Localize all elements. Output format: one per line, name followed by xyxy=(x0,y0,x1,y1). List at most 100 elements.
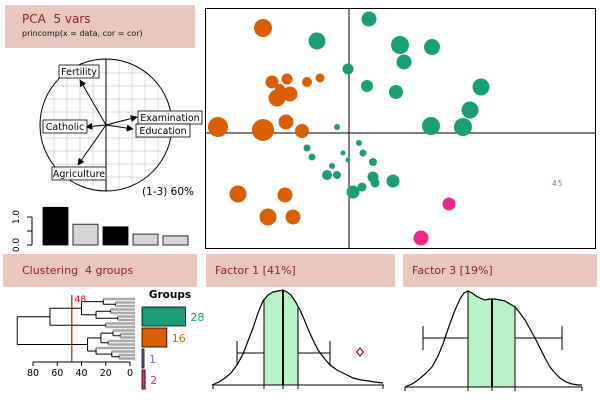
scatter-point-teal xyxy=(345,157,351,163)
factor1-panel-header: Factor 1 [41%] xyxy=(206,254,395,287)
dendrogram-axis-tick-label: 20 xyxy=(100,368,112,379)
group-size-bar xyxy=(141,327,168,348)
scatter-point-magenta xyxy=(413,230,429,246)
variable-label-box xyxy=(135,123,191,138)
group-size-label: 2 xyxy=(150,374,157,387)
scatter-point-teal xyxy=(391,36,409,54)
loading-arrow xyxy=(77,124,107,166)
outlier-diamond xyxy=(355,347,365,357)
scatter-point-orange xyxy=(268,89,286,107)
scatter-point-orange xyxy=(229,185,247,203)
scatter-point-teal xyxy=(369,158,377,166)
dendrogram-axis-tick-label: 80 xyxy=(27,368,39,379)
dendrogram-axis-tick-label: 40 xyxy=(75,368,87,379)
factor3-title: Factor 3 [19%] xyxy=(412,264,493,277)
clustering-panel-header: Clustering 4 groups xyxy=(3,254,197,287)
scatter-point-teal xyxy=(454,118,472,136)
scatter-point-orange xyxy=(277,187,293,203)
scatter-point-orange xyxy=(302,77,312,87)
group-size-label: 16 xyxy=(172,332,186,345)
scree-axis-label: 0.0 xyxy=(12,238,22,253)
scatter-point-teal xyxy=(322,170,332,180)
scatter-point-orange xyxy=(265,75,279,89)
scree-bar xyxy=(162,235,189,246)
factor3-panel-header: Factor 3 [19%] xyxy=(403,254,597,287)
pca-title: PCA 5 vars xyxy=(22,12,91,26)
scatter-point-orange xyxy=(281,73,293,85)
scatter-point-teal xyxy=(308,32,326,50)
scatter-point-teal xyxy=(389,85,403,99)
factor1-title: Factor 1 [41%] xyxy=(215,264,296,277)
scatter-point-orange xyxy=(295,124,309,138)
group-size-label: 28 xyxy=(190,311,204,324)
scatter-point-teal xyxy=(424,39,440,55)
scatter-point-orange xyxy=(208,117,228,137)
density-curve xyxy=(211,289,384,386)
scatter-point-teal xyxy=(308,153,316,161)
scatter-point-orange xyxy=(252,119,274,141)
pca-scores-scatter: 45 xyxy=(205,8,596,249)
variable-label-box xyxy=(42,119,88,134)
scatter-point-orange xyxy=(282,86,298,102)
density-curve xyxy=(404,290,582,388)
scatter-point-teal xyxy=(303,144,311,152)
variable-label: Education xyxy=(139,126,186,137)
group-size-bar xyxy=(141,348,145,369)
group-size-bar xyxy=(141,369,146,390)
scree-plot: 0.0 1.0 xyxy=(12,206,189,253)
scatter-point-orange xyxy=(278,114,294,130)
loading-arrow xyxy=(105,124,134,132)
factor3-density-plot xyxy=(404,290,583,391)
variable-label: Agriculture xyxy=(53,169,105,180)
group-size-bar xyxy=(141,306,186,327)
scatter-point-teal xyxy=(340,150,346,156)
scatter-point-teal xyxy=(346,185,360,199)
variable-label-box xyxy=(58,64,100,79)
scatter-point-teal xyxy=(361,80,373,92)
variable-label: Catholic xyxy=(46,122,85,133)
factor1-density-plot xyxy=(211,289,384,389)
scatter-point-teal xyxy=(472,78,490,96)
groups-legend: Groups 28 16 1 2 xyxy=(141,289,204,390)
cut-height-label: 48 xyxy=(75,295,87,305)
variance-explained-label: (1-3) 60% xyxy=(142,186,194,198)
scree-bar xyxy=(132,233,159,246)
scatter-point-orange xyxy=(254,19,272,37)
loading-arrow xyxy=(105,115,138,126)
pca-call-text: princomp(x = data, cor = cor) xyxy=(22,29,143,38)
scatter-point-teal xyxy=(370,178,380,188)
dendrogram-axis-tick-label: 60 xyxy=(51,368,63,379)
loading-arrow xyxy=(79,79,107,126)
scatter-point-teal xyxy=(329,163,335,169)
scree-bar xyxy=(102,226,129,246)
pca-loadings-plot: Fertility Examination Education Catholic Agr… xyxy=(39,58,203,198)
loading-arrow xyxy=(85,122,107,130)
scatter-point-orange xyxy=(259,208,277,226)
scatter-point-orange xyxy=(315,73,325,83)
dendrogram-plot: 80 60 40 20 0 48 xyxy=(16,295,135,379)
scree-bar xyxy=(72,223,99,246)
scatter-point-teal xyxy=(422,117,440,135)
scree-bar xyxy=(42,206,69,246)
scatter-point-teal xyxy=(386,174,400,188)
scree-axis-label: 1.0 xyxy=(12,210,22,225)
scatter-point-teal xyxy=(361,11,377,27)
scatter-point-teal xyxy=(334,124,340,130)
scatter-point-teal xyxy=(396,54,412,70)
observation-label: 45 xyxy=(552,179,564,188)
variable-label-box xyxy=(51,166,107,181)
scatter-point-magenta xyxy=(442,197,456,211)
iqr-region xyxy=(264,290,298,385)
clustering-title: Clustering 4 groups xyxy=(22,264,134,277)
scatter-point-orange xyxy=(285,209,301,225)
variable-label: Examination xyxy=(140,113,199,124)
dendrogram-axis-tick-label: 0 xyxy=(127,368,133,379)
scatter-point-teal xyxy=(357,182,367,192)
group-size-label: 1 xyxy=(149,353,156,366)
pca-panel-header: PCA 5 vars princomp(x = data, cor = cor) xyxy=(5,5,195,48)
scatter-point-teal xyxy=(342,63,354,75)
scatter-point-teal xyxy=(356,140,362,146)
legend-title: Groups xyxy=(149,289,191,301)
scatter-point-teal xyxy=(333,171,341,179)
